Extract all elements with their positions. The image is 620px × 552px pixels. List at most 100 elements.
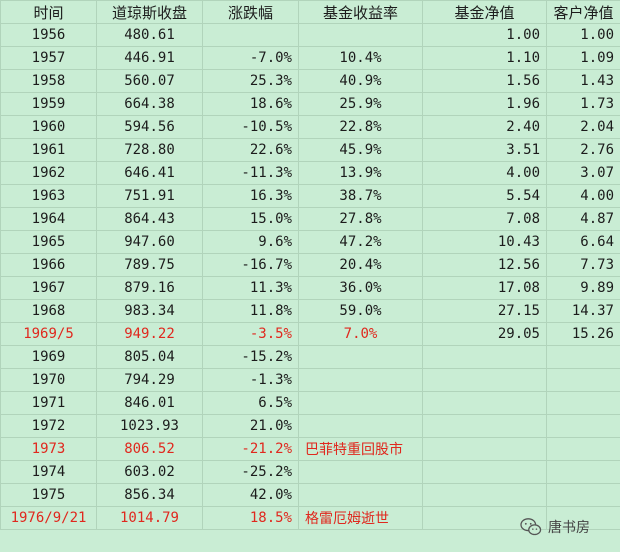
cell-fund-return: 22.8%: [298, 115, 423, 139]
table-row: 1966 789.75 -16.7% 20.4% 12.56 7.73: [0, 253, 620, 277]
table-row: 1960 594.56 -10.5% 22.8% 2.40 2.04: [0, 115, 620, 139]
table-row: 1963 751.91 16.3% 38.7% 5.54 4.00: [0, 184, 620, 208]
cell-time: 1962: [0, 161, 97, 185]
cell-fund-return: 59.0%: [298, 299, 423, 323]
cell-time: 1959: [0, 92, 97, 116]
cell-change: 11.3%: [202, 276, 299, 300]
cell-time: 1975: [0, 483, 97, 507]
table-row-highlight: 1976/9/21 1014.79 18.5% 格雷厄姆逝世: [0, 506, 620, 530]
cell-client-nav: [546, 345, 620, 369]
cell-change: -1.3%: [202, 368, 299, 392]
cell-fund-return: 27.8%: [298, 207, 423, 231]
cell-dow: 646.41: [96, 161, 203, 185]
cell-dow: 983.34: [96, 299, 203, 323]
cell-fund-return: 10.4%: [298, 46, 423, 70]
cell-dow: 603.02: [96, 460, 203, 484]
cell-dow: 846.01: [96, 391, 203, 415]
table-row: 1972 1023.93 21.0%: [0, 414, 620, 438]
cell-client-nav: 14.37: [546, 299, 620, 323]
cell-change: -3.5%: [202, 322, 299, 346]
cell-fund-nav: [422, 437, 547, 461]
cell-client-nav: 1.09: [546, 46, 620, 70]
cell-fund-return: [298, 368, 423, 392]
cell-fund-return: 38.7%: [298, 184, 423, 208]
header-client-nav: 客户净值: [546, 0, 620, 24]
cell-dow: 864.43: [96, 207, 203, 231]
cell-dow: 806.52: [96, 437, 203, 461]
cell-dow: 664.38: [96, 92, 203, 116]
cell-fund-return: 40.9%: [298, 69, 423, 93]
cell-dow: 751.91: [96, 184, 203, 208]
cell-change: -16.7%: [202, 253, 299, 277]
cell-client-nav: [546, 414, 620, 438]
cell-fund-nav: 1.96: [422, 92, 547, 116]
cell-fund-nav: 1.56: [422, 69, 547, 93]
cell-fund-nav: [422, 345, 547, 369]
cell-fund-nav: 3.51: [422, 138, 547, 162]
cell-fund-nav: 7.08: [422, 207, 547, 231]
cell-time: 1964: [0, 207, 97, 231]
cell-fund-return: [298, 23, 423, 47]
table-row-highlight: 1969/5 949.22 -3.5% 7.0% 29.05 15.26: [0, 322, 620, 346]
cell-change: 25.3%: [202, 69, 299, 93]
cell-time: 1967: [0, 276, 97, 300]
table-row: 1967 879.16 11.3% 36.0% 17.08 9.89: [0, 276, 620, 300]
cell-fund-nav: [422, 460, 547, 484]
cell-change: -7.0%: [202, 46, 299, 70]
cell-fund-nav: [422, 414, 547, 438]
cell-change: 11.8%: [202, 299, 299, 323]
cell-change: 9.6%: [202, 230, 299, 254]
cell-change: 18.5%: [202, 506, 299, 530]
cell-fund-nav: 4.00: [422, 161, 547, 185]
cell-change: -21.2%: [202, 437, 299, 461]
wechat-icon: [520, 518, 542, 536]
cell-time: 1971: [0, 391, 97, 415]
table-row: 1974 603.02 -25.2%: [0, 460, 620, 484]
cell-client-nav: 9.89: [546, 276, 620, 300]
cell-client-nav: [546, 368, 620, 392]
cell-client-nav: 4.00: [546, 184, 620, 208]
cell-fund-return: 36.0%: [298, 276, 423, 300]
cell-change: -25.2%: [202, 460, 299, 484]
cell-fund-return: [298, 391, 423, 415]
table-row: 1964 864.43 15.0% 27.8% 7.08 4.87: [0, 207, 620, 231]
cell-client-nav: 6.64: [546, 230, 620, 254]
cell-change: -15.2%: [202, 345, 299, 369]
cell-fund-nav: 2.40: [422, 115, 547, 139]
cell-change: -10.5%: [202, 115, 299, 139]
watermark: 唐书房: [520, 514, 590, 540]
cell-dow: 805.04: [96, 345, 203, 369]
cell-client-nav: [546, 391, 620, 415]
header-row: 时间 道琼斯收盘 涨跌幅 基金收益率 基金净值 客户净值: [0, 0, 620, 24]
cell-client-nav: 1.00: [546, 23, 620, 47]
cell-client-nav: [546, 460, 620, 484]
cell-change: 22.6%: [202, 138, 299, 162]
cell-time: 1957: [0, 46, 97, 70]
header-time: 时间: [0, 0, 97, 24]
cell-change: 42.0%: [202, 483, 299, 507]
table-row: 1968 983.34 11.8% 59.0% 27.15 14.37: [0, 299, 620, 323]
cell-dow: 794.29: [96, 368, 203, 392]
cell-client-nav: 1.73: [546, 92, 620, 116]
cell-time: 1960: [0, 115, 97, 139]
table-row: 1956 480.61 1.00 1.00: [0, 23, 620, 47]
cell-time: 1958: [0, 69, 97, 93]
cell-client-nav: 2.04: [546, 115, 620, 139]
cell-fund-nav: 10.43: [422, 230, 547, 254]
header-dow: 道琼斯收盘: [96, 0, 203, 24]
cell-fund-nav: 29.05: [422, 322, 547, 346]
cell-fund-return: [298, 483, 423, 507]
cell-client-nav: 4.87: [546, 207, 620, 231]
cell-client-nav: [546, 437, 620, 461]
cell-time: 1970: [0, 368, 97, 392]
table-row: 1961 728.80 22.6% 45.9% 3.51 2.76: [0, 138, 620, 162]
header-change: 涨跌幅: [202, 0, 299, 24]
cell-time: 1973: [0, 437, 97, 461]
cell-time: 1976/9/21: [0, 506, 97, 530]
cell-fund-return: 7.0%: [298, 322, 423, 346]
table-row: 1959 664.38 18.6% 25.9% 1.96 1.73: [0, 92, 620, 116]
cell-dow: 728.80: [96, 138, 203, 162]
cell-change: 21.0%: [202, 414, 299, 438]
cell-dow: 879.16: [96, 276, 203, 300]
